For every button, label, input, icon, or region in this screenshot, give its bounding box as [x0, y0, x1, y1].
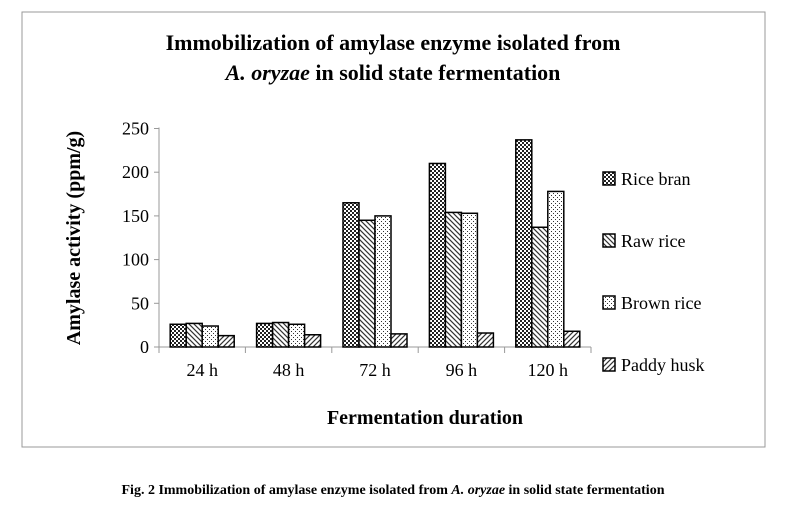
- figure-caption: Fig. 2 Immobilization of amylase enzyme …: [122, 483, 665, 498]
- chart-title: Immobilization of amylase enzyme isolate…: [166, 30, 621, 55]
- x-tick-label: 48 h: [273, 360, 305, 380]
- legend-label: Rice bran: [621, 169, 690, 189]
- bar-paddy-husk: [563, 330, 581, 348]
- bar-paddy-husk: [303, 334, 322, 348]
- bar-rice-bran: [342, 202, 360, 348]
- bar-raw-rice: [444, 211, 463, 348]
- x-tick-label: 72 h: [359, 360, 391, 380]
- x-tick-label: 24 h: [186, 360, 218, 380]
- y-tick-label: 50: [131, 293, 149, 313]
- y-tick-label: 200: [122, 162, 149, 182]
- y-tick-label: 150: [122, 206, 149, 226]
- legend-swatch: [602, 233, 616, 248]
- legend-swatch: [602, 357, 616, 372]
- bar-raw-rice: [271, 321, 290, 348]
- y-tick-label: 250: [122, 119, 149, 139]
- bar-brown-rice: [374, 215, 392, 348]
- chart-title-line2: A. oryzae in solid state fermentation: [224, 60, 561, 85]
- x-axis-label: Fermentation duration: [327, 407, 523, 429]
- legend-swatch: [602, 171, 616, 186]
- bar-rice-bran: [255, 322, 274, 348]
- chart-frame: [21, 11, 766, 448]
- bar-brown-rice: [460, 212, 479, 348]
- x-tick-label: 96 h: [446, 360, 478, 380]
- bar-raw-rice: [185, 322, 203, 348]
- legend-label: Raw rice: [621, 231, 685, 251]
- y-axis-label: Amylase activity (ppm/g): [63, 131, 85, 345]
- bar-rice-bran: [515, 139, 533, 348]
- bar-brown-rice: [287, 323, 306, 348]
- legend-label: Paddy husk: [621, 355, 705, 375]
- bar-brown-rice: [201, 325, 219, 348]
- bar-raw-rice: [358, 219, 376, 348]
- bar-rice-bran: [428, 162, 447, 348]
- y-tick-label: 100: [122, 250, 149, 270]
- bar-paddy-husk: [476, 332, 495, 348]
- bar-rice-bran: [169, 323, 187, 348]
- x-tick-label: 120 h: [528, 360, 569, 380]
- bar-paddy-husk: [217, 334, 235, 348]
- y-tick-label: 0: [140, 337, 149, 357]
- legend-label: Brown rice: [621, 293, 701, 313]
- legend-swatch: [602, 295, 616, 310]
- bar-paddy-husk: [390, 333, 408, 348]
- bar-brown-rice: [547, 190, 565, 348]
- bar-raw-rice: [531, 226, 549, 348]
